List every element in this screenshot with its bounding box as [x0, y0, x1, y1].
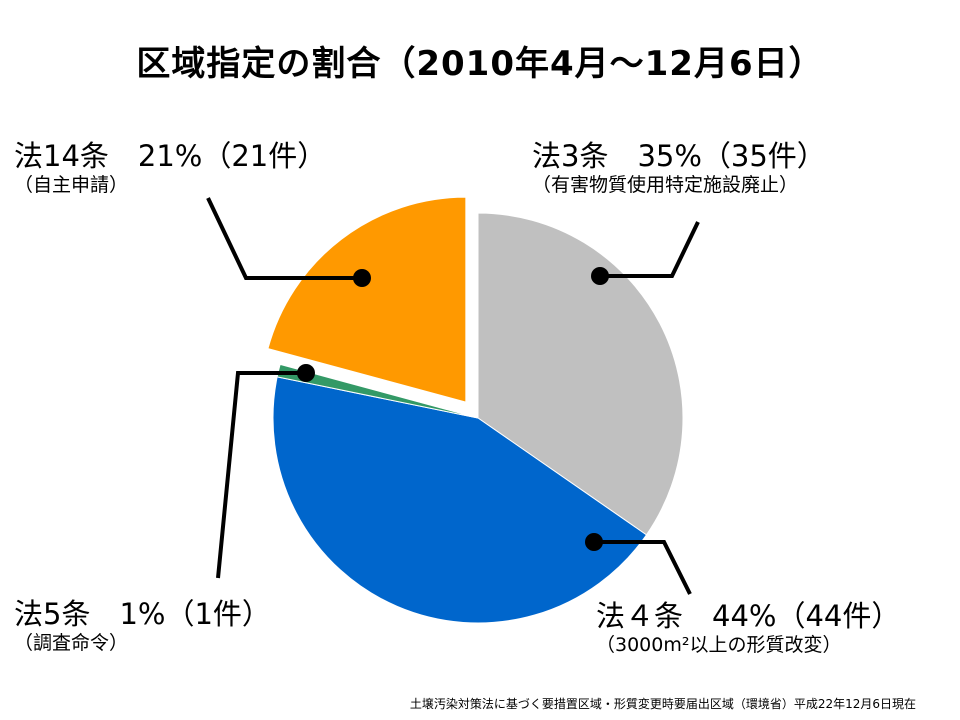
- label-law5: 法5条 1%（1件） （調査命令）: [14, 598, 271, 654]
- label-law4: 法４条 44%（44件） （3000m²以上の形質改変）: [596, 600, 900, 656]
- leader-dot-law4: [585, 533, 603, 551]
- label-law5-main: 法5条 1%（1件）: [14, 597, 271, 631]
- pie-slice-law5: [276, 363, 479, 419]
- pie-slice-law14: [267, 196, 467, 403]
- label-law5-sub: （調査命令）: [14, 632, 129, 654]
- label-law14: 法14条 21%（21件） （自主申請）: [14, 140, 326, 196]
- leader-dot-law3: [591, 267, 609, 285]
- leader-dot-law5: [297, 364, 315, 382]
- label-law3-main: 法3条 35%（35件）: [532, 139, 826, 173]
- label-law4-sub: （3000m²以上の形質改変）: [596, 634, 842, 656]
- leader-dot-law14: [353, 269, 371, 287]
- leader-line-law3: [600, 221, 700, 278]
- label-law3-sub: （有害物質使用特定施設廃止）: [532, 174, 799, 196]
- pie-slice-law3: [477, 212, 684, 536]
- pie-slice-law4: [272, 376, 648, 624]
- label-law3: 法3条 35%（35件） （有害物質使用特定施設廃止）: [532, 140, 826, 196]
- leader-line-law14: [206, 197, 362, 280]
- source-note: 土壌汚染対策法に基づく要措置区域・形質変更時要届出区域（環境省）平成22年12月…: [409, 697, 916, 711]
- leader-line-law4: [594, 540, 692, 595]
- label-law14-main: 法14条 21%（21件）: [14, 139, 327, 173]
- label-law14-sub: （自主申請）: [14, 174, 129, 196]
- leader-line-law5: [216, 371, 306, 579]
- chart-title: 区域指定の割合（2010年4月～12月6日）: [136, 44, 824, 84]
- label-law4-main: 法４条 44%（44件）: [596, 599, 901, 633]
